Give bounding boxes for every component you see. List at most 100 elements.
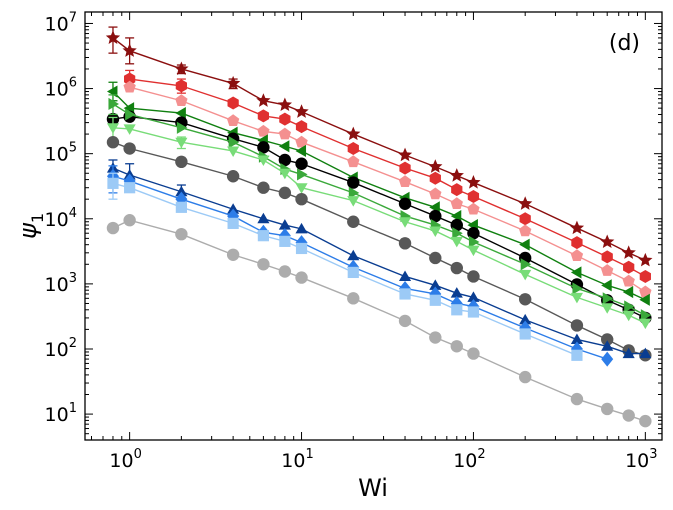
data-point	[348, 186, 360, 199]
y-tick-label-exp: 4	[69, 206, 77, 221]
data-point	[518, 196, 533, 210]
data-point	[175, 107, 186, 120]
data-point	[347, 142, 359, 156]
data-point	[623, 260, 635, 274]
y-tick-label: 106	[45, 76, 77, 101]
data-point	[467, 245, 480, 257]
data-point	[278, 153, 292, 167]
data-point	[175, 155, 188, 169]
data-point	[227, 203, 240, 214]
data-point	[622, 274, 635, 287]
data-point	[600, 234, 615, 249]
data-point	[640, 309, 652, 322]
data-point	[294, 104, 309, 118]
data-point	[601, 279, 612, 292]
y-tick-label-base: 10	[45, 404, 69, 426]
x-tick-label-exp: 2	[477, 447, 485, 462]
data-point	[175, 201, 187, 213]
data-point	[225, 75, 241, 90]
series-8	[106, 136, 652, 362]
data-point	[429, 279, 442, 290]
data-point	[227, 146, 240, 157]
data-point	[257, 109, 270, 123]
data-point	[639, 318, 652, 330]
data-point	[347, 176, 360, 189]
data-point	[278, 127, 292, 140]
data-point	[227, 217, 239, 229]
data-point	[601, 402, 614, 416]
data-point	[399, 288, 411, 300]
y-tick-label-exp: 1	[69, 401, 77, 416]
data-point	[601, 351, 614, 367]
y-tick-label: 104	[45, 206, 77, 231]
data-point	[279, 112, 291, 126]
data-point	[295, 271, 308, 284]
y-tick-label: 102	[45, 336, 77, 361]
x-tick-label-base: 10	[281, 450, 305, 472]
y-tick-label: 107	[45, 10, 77, 35]
data-point	[347, 249, 360, 261]
data-point	[399, 161, 411, 175]
data-point	[429, 187, 442, 200]
data-point	[519, 238, 530, 251]
data-point	[449, 168, 464, 182]
data-point	[519, 269, 532, 281]
y-tick-label: 105	[45, 141, 77, 166]
data-point	[570, 266, 582, 279]
y-tick-label: 103	[45, 271, 77, 296]
data-point	[429, 171, 441, 185]
data-point	[257, 212, 270, 224]
data-point	[124, 72, 136, 86]
data-point	[452, 227, 463, 240]
data-point	[450, 287, 463, 298]
y-tick-label-exp: 7	[69, 10, 77, 25]
data-point	[639, 285, 652, 298]
data-point	[122, 43, 137, 57]
series-line	[112, 115, 646, 319]
data-point	[601, 303, 614, 314]
data-point	[570, 319, 584, 332]
x-tick-label: 103	[625, 447, 657, 472]
data-point	[106, 221, 120, 235]
data-point	[450, 261, 463, 275]
data-point	[295, 192, 308, 206]
series-line	[129, 78, 646, 278]
data-point	[398, 217, 412, 228]
data-point	[467, 291, 480, 302]
y-tick-label: 101	[45, 401, 77, 426]
data-point	[257, 258, 270, 271]
data-point	[295, 222, 308, 234]
data-point	[624, 300, 635, 313]
data-point	[347, 196, 360, 207]
data-point	[256, 93, 271, 107]
data-point	[571, 349, 583, 361]
data-point	[226, 114, 240, 127]
data-point	[519, 224, 532, 237]
data-point	[174, 61, 189, 76]
data-point	[639, 347, 652, 359]
series-2	[124, 69, 651, 283]
x-tick-label-exp: 3	[649, 447, 657, 462]
series-1	[105, 26, 653, 267]
x-tick-label-exp: 1	[305, 447, 313, 462]
data-point	[257, 230, 269, 242]
data-point	[569, 220, 585, 235]
data-point	[467, 227, 480, 240]
data-point	[279, 235, 291, 247]
data-point	[278, 140, 290, 153]
data-point	[295, 157, 308, 170]
data-point	[570, 333, 583, 344]
data-point	[639, 293, 650, 306]
series-12	[106, 214, 652, 428]
data-point	[398, 270, 412, 281]
data-point	[450, 197, 463, 210]
data-point	[257, 181, 270, 194]
series-9	[106, 159, 652, 359]
data-point	[295, 135, 308, 148]
data-point	[175, 94, 188, 107]
data-point	[228, 136, 240, 149]
data-point	[602, 292, 614, 305]
series-3	[123, 80, 652, 298]
